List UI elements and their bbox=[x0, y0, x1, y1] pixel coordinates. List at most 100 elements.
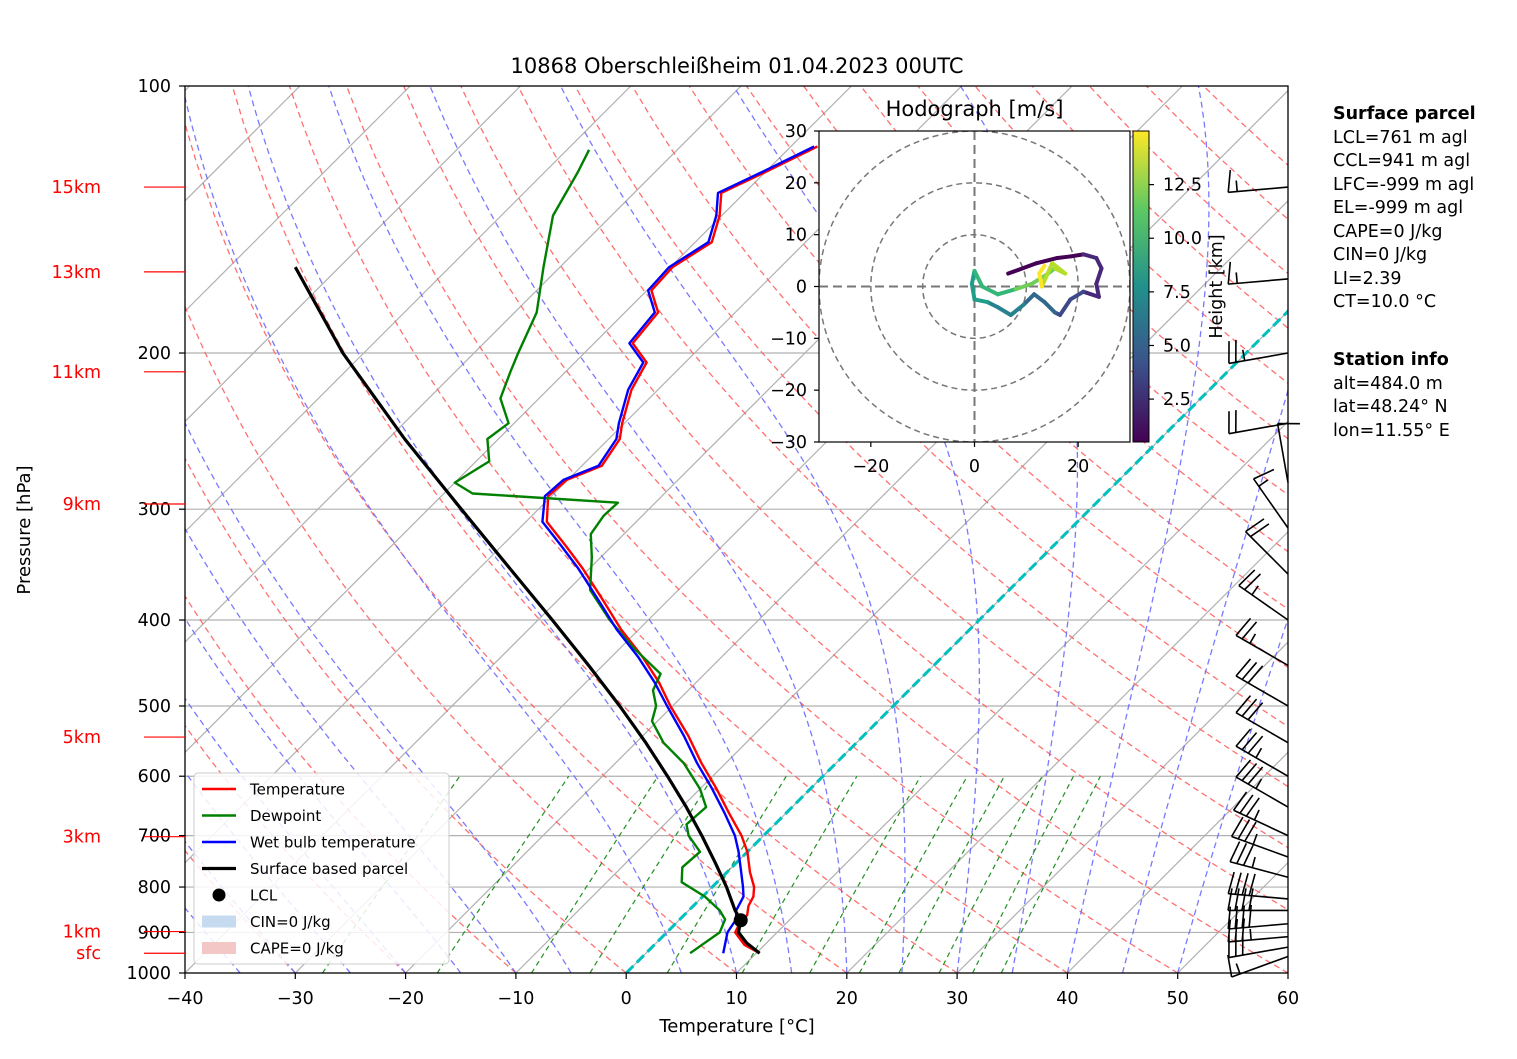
colorbar-tick-label: 5.0 bbox=[1163, 336, 1191, 356]
moist-adiabat bbox=[1121, 388, 1288, 973]
barb-flag bbox=[1241, 918, 1246, 941]
hodograph-segment bbox=[1081, 289, 1101, 299]
lfc-value: LFC=-999 m agl bbox=[1333, 174, 1475, 195]
barb-flag bbox=[1235, 695, 1252, 714]
hodograph-segment bbox=[1034, 255, 1060, 266]
barb-flag bbox=[1227, 169, 1232, 193]
barb-flag bbox=[1241, 621, 1258, 640]
colorbar-tick-label: 10.0 bbox=[1163, 229, 1202, 249]
hodograph-segment bbox=[1029, 274, 1047, 286]
x-tick-label: 40 bbox=[1056, 989, 1078, 1009]
dry-adiabat bbox=[517, 86, 1288, 849]
barb-half-flag bbox=[1235, 272, 1238, 284]
mixing-ratio-line bbox=[858, 775, 968, 973]
hodograph-segment bbox=[972, 297, 990, 305]
mixing-ratio-line bbox=[809, 775, 922, 973]
y-tick-label: 900 bbox=[138, 923, 171, 943]
isotherm bbox=[515, 200, 1288, 973]
barb-staff bbox=[1228, 278, 1289, 285]
wind-barb bbox=[1235, 617, 1289, 667]
barb-staff bbox=[1231, 955, 1289, 978]
wind-barb bbox=[1230, 816, 1289, 858]
hodograph-y-tick-label: 20 bbox=[785, 174, 807, 194]
barb-staff bbox=[1235, 712, 1289, 744]
barb-flag bbox=[1247, 766, 1264, 785]
y-tick-label: 100 bbox=[138, 77, 171, 97]
isotherm bbox=[185, 86, 521, 423]
barb-flag bbox=[1235, 728, 1252, 747]
wind-barb bbox=[1227, 888, 1288, 912]
wind-barb bbox=[1235, 695, 1289, 744]
height-marker-label: 9km bbox=[63, 495, 101, 515]
x-tick-label: −30 bbox=[277, 989, 314, 1009]
mixing-ratio-line bbox=[666, 775, 787, 973]
barb-flag bbox=[1234, 888, 1240, 911]
legend-swatch bbox=[202, 942, 236, 954]
x-tick-label: −40 bbox=[167, 989, 204, 1009]
x-tick-label: −20 bbox=[387, 989, 424, 1009]
surface-parcel-heading: Surface parcel bbox=[1333, 104, 1476, 124]
dry-adiabat bbox=[288, 86, 1068, 973]
hodograph-segment bbox=[1021, 292, 1037, 307]
y-axis-label: Pressure [hPa] bbox=[14, 465, 35, 594]
barb-half-flag bbox=[1241, 349, 1246, 361]
colorbar-tick-label: 12.5 bbox=[1163, 176, 1202, 196]
barb-half-flag bbox=[1255, 778, 1263, 789]
hodograph-segment bbox=[1032, 292, 1047, 305]
wetbulb-line bbox=[541, 145, 815, 954]
barb-flag bbox=[1248, 904, 1253, 928]
hodograph-segment bbox=[1068, 289, 1086, 302]
hodograph-segment bbox=[995, 287, 1018, 297]
barb-flag bbox=[1235, 759, 1252, 778]
moist-adiabat bbox=[959, 86, 1079, 973]
surface-parcel-panel: Surface parcel LCL=761 m agl CCL=941 m a… bbox=[1333, 103, 1476, 315]
barb-flag bbox=[1241, 888, 1247, 911]
x-tick-label: 0 bbox=[621, 989, 632, 1009]
cape-value: CAPE=0 J/kg bbox=[1333, 221, 1443, 242]
chart-title: 10868 Oberschleißheim 01.04.2023 00UTC bbox=[511, 54, 964, 78]
barb-flag bbox=[1248, 873, 1256, 896]
station-info-heading: Station info bbox=[1333, 350, 1449, 370]
barb-flag bbox=[1253, 468, 1275, 480]
dry-adiabat bbox=[460, 86, 1288, 911]
colorbar-tick-label: 7.5 bbox=[1163, 283, 1191, 303]
barb-flag bbox=[1247, 665, 1264, 684]
colorbar bbox=[1132, 130, 1150, 443]
y-tick-label: 400 bbox=[138, 611, 171, 631]
moist-adiabat bbox=[185, 94, 682, 973]
barb-staff bbox=[1252, 478, 1289, 529]
barb-flag bbox=[1235, 658, 1252, 677]
mixing-ratio-line bbox=[589, 775, 714, 973]
isotherm bbox=[736, 420, 1288, 973]
height-marker-label: sfc bbox=[76, 944, 101, 964]
y-tick-label: 1000 bbox=[126, 964, 171, 984]
barb-half-flag bbox=[1235, 963, 1241, 975]
barb-staff bbox=[1228, 935, 1289, 943]
barb-flag bbox=[1248, 888, 1254, 911]
barb-flag bbox=[1229, 841, 1241, 863]
isotherm bbox=[956, 641, 1288, 973]
barb-flag bbox=[1234, 872, 1242, 895]
legend-box bbox=[193, 772, 450, 965]
height-marker-label: 15km bbox=[52, 178, 101, 198]
barb-staff bbox=[1228, 892, 1289, 900]
barb-flag bbox=[1241, 762, 1258, 782]
wind-barb bbox=[1227, 871, 1289, 900]
hodograph-segment bbox=[1013, 281, 1034, 292]
legend-label: Surface based parcel bbox=[250, 860, 408, 878]
y-tick-label: 500 bbox=[138, 697, 171, 717]
barb-flag bbox=[1239, 794, 1254, 814]
wind-barb bbox=[1228, 339, 1289, 365]
hodograph-segment bbox=[969, 281, 977, 302]
barb-staff bbox=[1229, 860, 1289, 879]
moist-adiabat bbox=[560, 86, 906, 973]
wind-barb bbox=[1238, 569, 1289, 621]
y-tick-label: 800 bbox=[138, 878, 171, 898]
hodograph-segment bbox=[1008, 302, 1026, 318]
hodograph-segment bbox=[1055, 254, 1073, 260]
hodograph-y-tick-label: 0 bbox=[796, 278, 807, 298]
barb-flag bbox=[1230, 816, 1244, 837]
barb-staff bbox=[1235, 776, 1289, 808]
li-value: LI=2.39 bbox=[1333, 268, 1402, 289]
